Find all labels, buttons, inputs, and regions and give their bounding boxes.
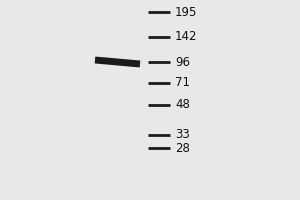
Text: 33: 33 [175, 129, 190, 142]
Text: 71: 71 [175, 76, 190, 90]
Text: 142: 142 [175, 30, 197, 44]
Text: 48: 48 [175, 98, 190, 112]
Text: 96: 96 [175, 55, 190, 68]
Text: 195: 195 [175, 5, 197, 19]
Text: 28: 28 [175, 142, 190, 154]
